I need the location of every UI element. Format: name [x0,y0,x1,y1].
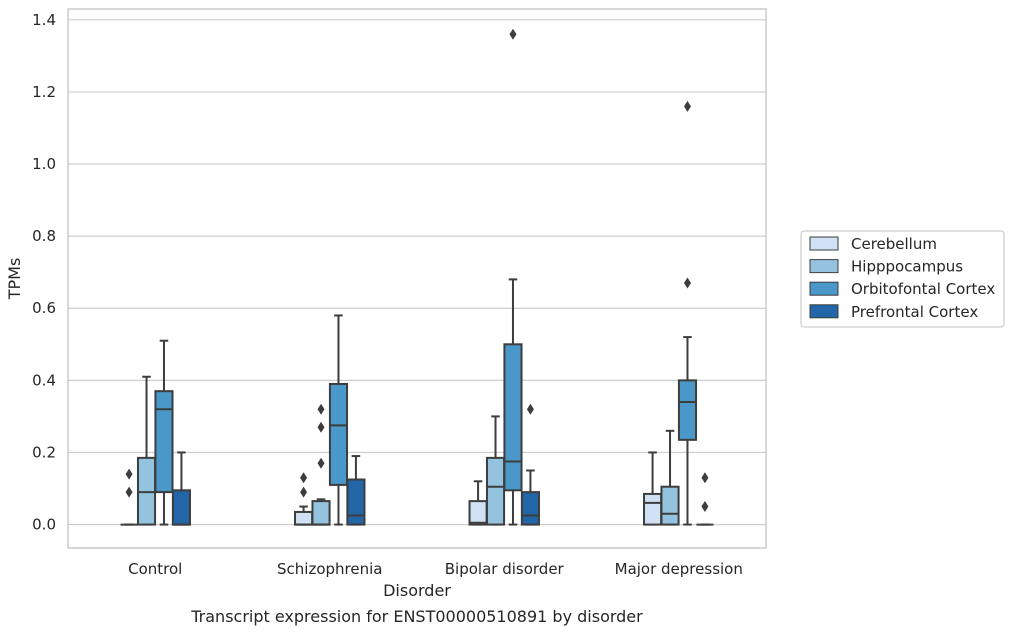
outlier-point [300,472,308,484]
box-hipppocampus [311,403,331,526]
box-body [503,343,523,492]
outlier-point [125,468,133,480]
box-cerebellum [643,451,663,526]
outlier-point [701,501,709,513]
legend-label: Prefrontal Cortex [851,303,978,321]
legend-frame [800,230,1005,328]
y-tick-label: 1.2 [32,83,56,101]
x-tick-labels: Control Schizophrenia Bipolar disorder Majo… [128,560,743,578]
box-body [154,390,174,494]
x-axis-title: Disorder [383,581,451,600]
x-tick-label: Schizophrenia [277,560,382,578]
y-tick-label: 0.8 [32,227,56,245]
outlier-point [683,277,691,289]
legend: Cerebellum Hipppocampus Orbitofontal Corte… [800,230,1005,328]
boxes [120,28,714,526]
y-tick-label: 0.4 [32,371,56,389]
outlier-point [526,403,534,415]
y-axis-title: TPMs [5,258,24,301]
box-orbitofontal-cortex [154,339,174,526]
box-orbitofontal-cortex [677,100,698,526]
box-prefrontal-cortex [346,455,366,526]
x-tick-label: Major depression [615,560,743,578]
box-body [520,491,540,526]
y-tick-label: 0.6 [32,299,56,317]
outlier-point [317,403,325,415]
y-tick-label: 1.4 [32,11,56,29]
box-cerebellum [120,468,138,526]
y-tick-label: 1.0 [32,155,56,173]
legend-swatch [809,281,839,296]
outlier-point [317,457,325,469]
box-cerebellum [294,472,314,526]
y-tick-labels: 0.0 0.2 0.4 0.6 0.8 1.0 1.2 1.4 [32,11,56,534]
legend-label: Cerebellum [851,235,937,253]
y-tick-label: 0.2 [32,443,56,461]
legend-label: Hipppocampus [851,258,963,276]
figure-caption: Transcript expression for ENST0000051089… [190,607,643,626]
legend-swatch [809,259,839,274]
box-body [468,500,488,526]
outlier-point [509,28,517,40]
outlier-point [683,100,691,112]
box-body [328,382,349,486]
x-tick-label: Control [128,560,182,578]
box-body [485,456,506,526]
legend-label: Orbitofontal Cortex [851,280,995,298]
box-orbitofontal-cortex [328,314,349,526]
box-cerebellum [468,480,488,526]
box-body [311,500,331,526]
outlier-point [701,472,709,484]
legend-swatch [809,304,839,319]
box-body [171,489,191,526]
box-body [346,478,366,526]
box-body [643,492,663,526]
box-hipppocampus [660,429,680,526]
box-body [677,379,698,441]
box-body [660,485,680,526]
box-body [294,510,314,526]
outlier-point [125,486,133,498]
box-prefrontal-cortex [520,403,540,526]
plot-frame [67,8,767,549]
outlier-point [300,486,308,498]
box-orbitofontal-cortex [503,28,523,526]
legend-swatch [809,236,839,251]
box-prefrontal-cortex [696,472,714,526]
outlier-point [317,421,325,433]
y-tick-label: 0.0 [32,516,56,534]
x-tick-label: Bipolar disorder [445,560,565,578]
box-prefrontal-cortex [171,451,191,526]
